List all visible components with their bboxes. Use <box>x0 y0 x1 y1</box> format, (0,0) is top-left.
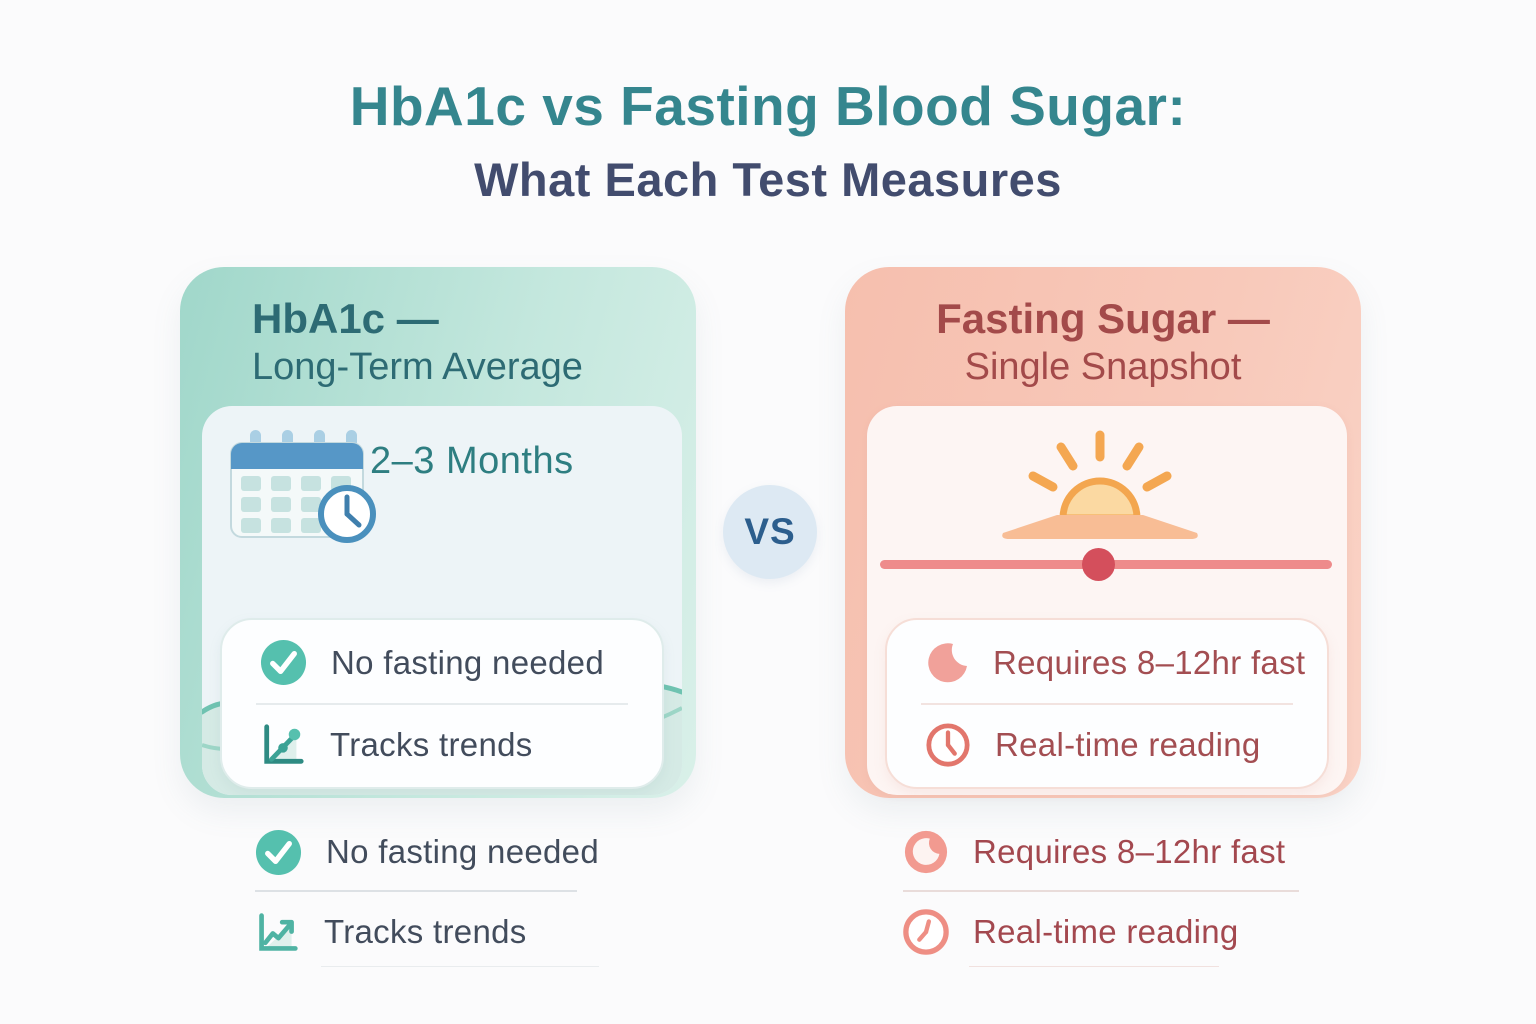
fasting-summary-list: Requires 8–12hr fast Real-time reading <box>903 824 1299 967</box>
feature-label: Real-time reading <box>995 725 1261 763</box>
divider <box>255 890 577 892</box>
trend-arrow-icon <box>255 910 300 955</box>
divider <box>903 890 1299 892</box>
feature-label: Real-time reading <box>973 913 1239 950</box>
fasting-illustration-card: Requires 8–12hr fast Real-time readi <box>867 406 1347 795</box>
hba1c-panel-heading: HbA1c — Long-Term Average <box>180 293 696 391</box>
sunrise-icon <box>995 428 1205 547</box>
duration-label: 2–3 Months <box>370 440 574 482</box>
fasting-sugar-panel: Fasting Sugar — Single Snapshot <box>845 267 1361 798</box>
clock-outline-icon <box>925 722 971 768</box>
feature-label: No fasting needed <box>331 643 604 681</box>
title-line-1: HbA1c vs Fasting Blood Sugar: <box>349 75 1187 137</box>
fasting-heading-rest: Single Snapshot <box>964 346 1242 389</box>
feature-label: Requires 8–12hr fast <box>973 833 1286 870</box>
hba1c-feature-card: No fasting needed Tracks trends <box>220 618 664 789</box>
list-item: No fasting needed <box>255 824 599 880</box>
fasting-feature-card: Requires 8–12hr fast Real-time readi <box>885 618 1329 789</box>
moon-icon <box>925 641 969 685</box>
feature-label: Tracks trends <box>324 913 527 950</box>
vs-badge: VS <box>723 485 817 579</box>
list-item: Requires 8–12hr fast <box>903 824 1299 880</box>
hba1c-heading-bold: HbA1c — <box>252 295 439 342</box>
hba1c-panel: HbA1c — Long-Term Average <box>180 267 696 798</box>
page-title: HbA1c vs Fasting Blood Sugar: What Each … <box>0 74 1536 207</box>
vs-label: VS <box>744 511 796 552</box>
divider <box>921 702 1293 705</box>
divider <box>256 702 628 705</box>
feature-label: Tracks trends <box>330 725 533 763</box>
faint-underline <box>969 966 1219 967</box>
calendar-clock-icon <box>228 430 380 549</box>
timeline-dot <box>1082 548 1115 581</box>
hba1c-summary-list: No fasting needed Tracks trends <box>255 824 599 967</box>
clock-circle-icon <box>903 909 949 955</box>
faint-underline <box>321 966 599 967</box>
feature-label: No fasting needed <box>326 833 599 870</box>
list-item: Requires 8–12hr fast <box>887 623 1327 703</box>
list-item: Real-time reading <box>903 904 1299 960</box>
list-item: No fasting needed <box>222 623 662 703</box>
trend-chart-icon <box>260 722 306 768</box>
hba1c-heading-rest: Long-Term Average <box>252 346 583 389</box>
title-line-2: What Each Test Measures <box>474 153 1062 206</box>
feature-label: Requires 8–12hr fast <box>993 643 1306 681</box>
fasting-panel-heading: Fasting Sugar — Single Snapshot <box>845 293 1361 391</box>
fasting-heading-bold: Fasting Sugar — <box>936 295 1270 342</box>
list-item: Tracks trends <box>255 904 599 960</box>
hba1c-illustration-card: 2–3 Months No fasting needed <box>202 406 682 795</box>
list-item: Real-time reading <box>887 705 1327 785</box>
list-item: Tracks trends <box>222 705 662 785</box>
check-circle-icon <box>255 829 302 876</box>
moon-circle-icon <box>903 829 949 875</box>
check-circle-icon <box>260 639 307 686</box>
